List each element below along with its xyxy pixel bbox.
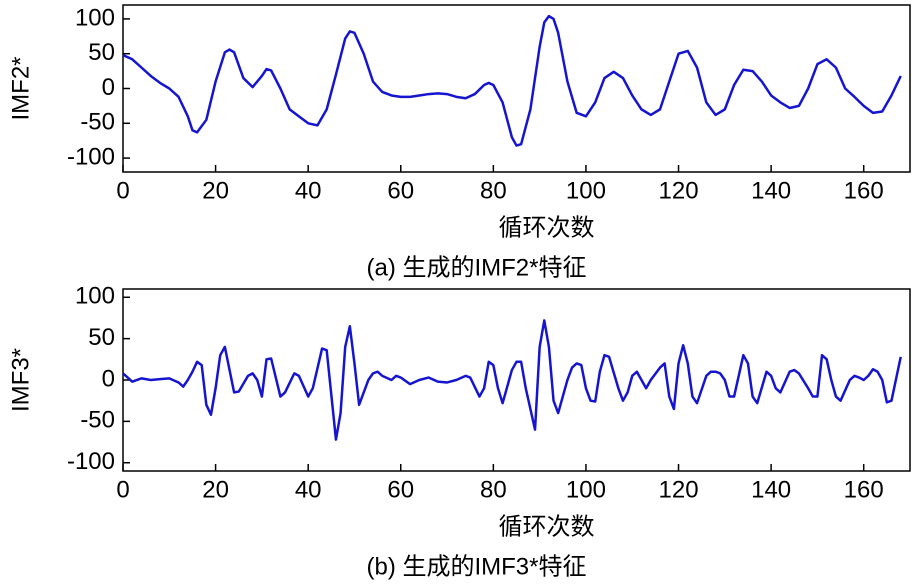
y-tick-label: 50 [88, 39, 115, 66]
x-tick-label: 60 [387, 476, 414, 503]
x-tick-label: 120 [659, 476, 699, 503]
x-axis-label: 循环次数 [499, 513, 595, 540]
y-tick-label: 50 [88, 324, 115, 351]
y-tick-label: -100 [67, 143, 115, 170]
caption: (b) 生成的IMF3*特征 [366, 553, 586, 580]
caption: (a) 生成的IMF2*特征 [366, 254, 586, 281]
line-series [122, 14, 902, 147]
x-tick-label: 20 [202, 476, 229, 503]
y-tick-label: 100 [75, 283, 115, 310]
x-tick-label: 100 [566, 177, 606, 204]
y-tick-label: -100 [67, 448, 115, 475]
y-axis-label: IMF3* [7, 348, 34, 412]
line-series [122, 319, 902, 441]
y-tick-label: 0 [102, 365, 115, 392]
plot-frame [122, 288, 911, 472]
x-tick-label: 0 [116, 476, 129, 503]
x-tick-label: 160 [844, 177, 884, 204]
y-tick-label: -50 [80, 407, 115, 434]
plot-frame [122, 4, 911, 173]
x-tick-label: 80 [480, 476, 507, 503]
x-tick-label: 160 [844, 476, 884, 503]
x-tick-label: 40 [295, 177, 322, 204]
y-tick-label: -50 [80, 109, 115, 136]
y-tick-label: 0 [102, 74, 115, 101]
y-tick-label: 100 [75, 4, 115, 31]
y-axis-label: IMF2* [7, 56, 34, 120]
x-tick-label: 140 [751, 476, 791, 503]
x-tick-label: 140 [751, 177, 791, 204]
x-tick-label: 20 [202, 177, 229, 204]
x-tick-label: 100 [566, 476, 606, 503]
x-axis-label: 循环次数 [499, 214, 595, 241]
x-tick-label: 120 [659, 177, 699, 204]
x-tick-label: 40 [295, 476, 322, 503]
x-tick-label: 60 [387, 177, 414, 204]
x-tick-label: 80 [480, 177, 507, 204]
x-tick-label: 0 [116, 177, 129, 204]
